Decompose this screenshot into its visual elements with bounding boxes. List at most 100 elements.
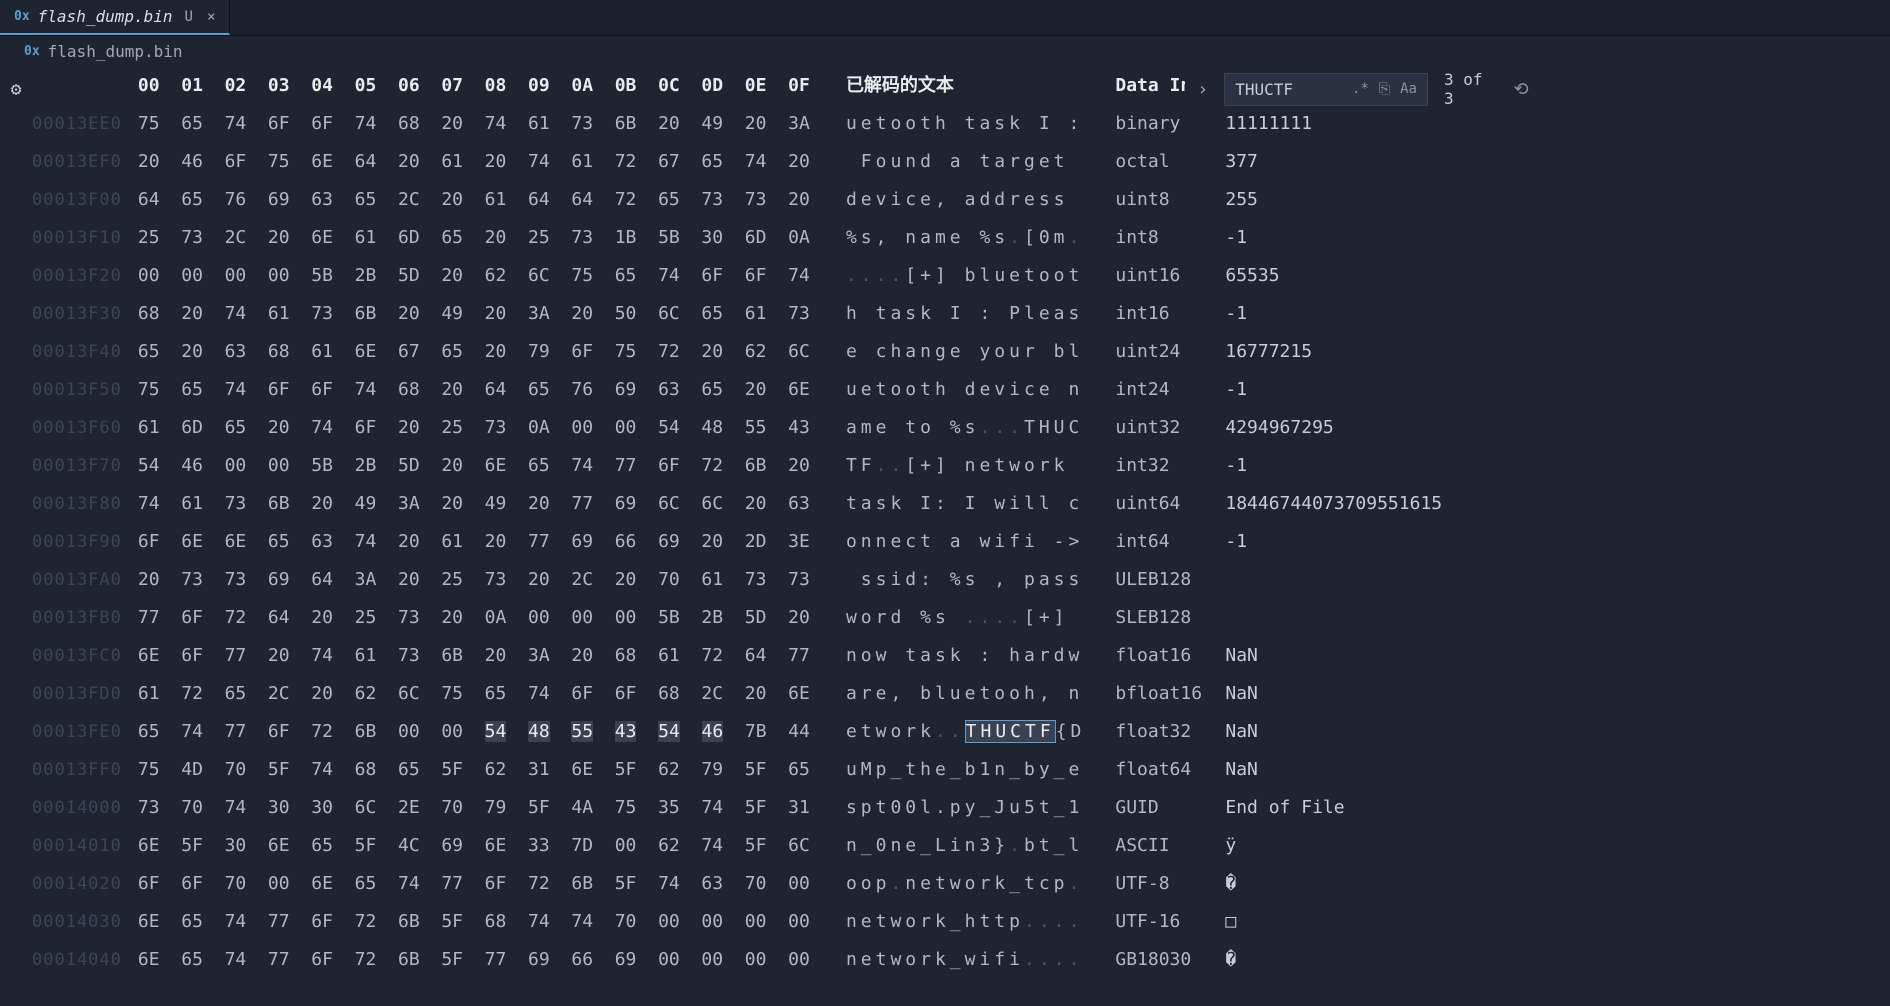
decoded-row[interactable]: uetooth task I : [846, 105, 1085, 143]
decoded-row[interactable]: ame to %s...THUC [846, 409, 1085, 447]
decoded-row[interactable]: uMp_the_b1n_by_e [846, 751, 1085, 789]
decoded-row[interactable]: network_wifi.... [846, 941, 1085, 979]
inspector-row[interactable]: int8-1 [1115, 219, 1442, 257]
hex-row[interactable]: 20 46 6F 75 6E 64 20 61 20 74 61 72 67 6… [138, 143, 810, 181]
inspector-row[interactable]: uint2416777215 [1115, 333, 1442, 371]
hex-row[interactable]: 6E 5F 30 6E 65 5F 4C 69 6E 33 7D 00 62 7… [138, 827, 810, 865]
inspector-row[interactable]: UTF-8� [1115, 865, 1442, 903]
hex-row[interactable]: 6E 6F 77 20 74 61 73 6B 20 3A 20 68 61 7… [138, 637, 810, 675]
inspector-row[interactable]: float32NaN [1115, 713, 1442, 751]
inspector-row[interactable]: UTF-16□ [1115, 903, 1442, 941]
inspector-row[interactable]: float16NaN [1115, 637, 1442, 675]
inspector-key: octal [1115, 143, 1225, 181]
gear-icon[interactable]: ⚙ [0, 67, 32, 1003]
inspector-key: uint32 [1115, 409, 1225, 447]
inspector-row[interactable]: bfloat16NaN [1115, 675, 1442, 713]
tab-flash-dump[interactable]: 0x flash_dump.bin U × [0, 0, 230, 35]
hex-row[interactable]: 6F 6E 6E 65 63 74 20 61 20 77 69 66 69 2… [138, 523, 810, 561]
match-case-icon[interactable]: Aa [1400, 81, 1417, 97]
hex-row[interactable]: 75 65 74 6F 6F 74 68 20 74 61 73 6B 20 4… [138, 105, 810, 143]
decoded-row[interactable]: word %s ....[+] [846, 599, 1085, 637]
breadcrumb: 0x flash_dump.bin [0, 36, 1890, 67]
hex-row[interactable]: 73 70 74 30 30 6C 2E 70 79 5F 4A 75 35 7… [138, 789, 810, 827]
search-input[interactable]: THUCTF .* ⎘ Aa [1224, 73, 1428, 106]
refresh-icon[interactable]: ⟲ [1509, 79, 1532, 100]
inspector-row[interactable]: binary11111111 [1115, 105, 1442, 143]
decoded-row[interactable]: h task I : Pleas [846, 295, 1085, 333]
inspector-row[interactable]: int64-1 [1115, 523, 1442, 561]
hex-row[interactable]: 6F 6F 70 00 6E 65 74 77 6F 72 6B 5F 74 6… [138, 865, 810, 903]
hex-column[interactable]: 00 01 02 03 04 05 06 07 08 09 0A 0B 0C 0… [136, 67, 810, 1003]
hex-row[interactable]: 00 00 00 00 5B 2B 5D 20 62 6C 75 65 74 6… [138, 257, 810, 295]
decoded-row[interactable]: Found a target [846, 143, 1085, 181]
inspector-row[interactable]: ASCIIÿ [1115, 827, 1442, 865]
address: 00013F80 [32, 485, 136, 523]
decoded-row[interactable]: n_0ne_Lin3}.bt_l [846, 827, 1085, 865]
inspector-row[interactable]: uint1665535 [1115, 257, 1442, 295]
hex-row[interactable]: 61 6D 65 20 74 6F 20 25 73 0A 00 00 54 4… [138, 409, 810, 447]
inspector-key: int16 [1115, 295, 1225, 333]
inspector-key: int8 [1115, 219, 1225, 257]
decoded-row[interactable]: etwork..THUCTF{D [846, 713, 1085, 751]
decoded-text-column[interactable]: 已解码的文本 uetooth task I : Found a target d… [810, 67, 1085, 1003]
inspector-row[interactable]: uint6418446744073709551615 [1115, 485, 1442, 523]
decoded-row[interactable]: ssid: %s , pass [846, 561, 1085, 599]
breadcrumb-label[interactable]: flash_dump.bin [48, 42, 183, 61]
hex-row[interactable]: 61 72 65 2C 20 62 6C 75 65 74 6F 6F 68 2… [138, 675, 810, 713]
inspector-key: int24 [1115, 371, 1225, 409]
regex-icon[interactable]: .* [1352, 81, 1369, 97]
decoded-row[interactable]: device, address [846, 181, 1085, 219]
decoded-row[interactable]: TF..[+] network [846, 447, 1085, 485]
decoded-row[interactable]: onnect a wifi -> [846, 523, 1085, 561]
in-selection-icon[interactable]: ⎘ [1379, 81, 1390, 97]
address: 00013FF0 [32, 751, 136, 789]
inspector-row[interactable]: int32-1 [1115, 447, 1442, 485]
hex-row[interactable]: 20 73 73 69 64 3A 20 25 73 20 2C 20 70 6… [138, 561, 810, 599]
decoded-row[interactable]: network_http.... [846, 903, 1085, 941]
decoded-row[interactable]: e change your bl [846, 333, 1085, 371]
inspector-row[interactable]: uint8255 [1115, 181, 1442, 219]
inspector-row[interactable]: uint324294967295 [1115, 409, 1442, 447]
decoded-row[interactable]: spt00l.py_Ju5t_1 [846, 789, 1085, 827]
decoded-row[interactable]: now task : hardw [846, 637, 1085, 675]
inspector-key: bfloat16 [1115, 675, 1225, 713]
expand-icon[interactable]: › [1191, 79, 1214, 100]
decoded-row[interactable]: %s, name %s.[0m. [846, 219, 1085, 257]
decoded-row[interactable]: oop.network_tcp. [846, 865, 1085, 903]
hex-row[interactable]: 68 20 74 61 73 6B 20 49 20 3A 20 50 6C 6… [138, 295, 810, 333]
hex-row[interactable]: 25 73 2C 20 6E 61 6D 65 20 25 73 1B 5B 3… [138, 219, 810, 257]
inspector-key: SLEB128 [1115, 599, 1225, 637]
close-icon[interactable]: × [207, 9, 215, 25]
hex-row[interactable]: 6E 65 74 77 6F 72 6B 5F 68 74 74 70 00 0… [138, 903, 810, 941]
address: 00013F20 [32, 257, 136, 295]
hex-row[interactable]: 54 46 00 00 5B 2B 5D 20 6E 65 74 77 6F 7… [138, 447, 810, 485]
decoded-header: 已解码的文本 [846, 67, 1085, 105]
decoded-row[interactable]: uetooth device n [846, 371, 1085, 409]
decoded-row[interactable]: task I: I will c [846, 485, 1085, 523]
hex-row[interactable]: 6E 65 74 77 6F 72 6B 5F 77 69 66 69 00 0… [138, 941, 810, 979]
hex-row[interactable]: 77 6F 72 64 20 25 73 20 0A 00 00 00 5B 2… [138, 599, 810, 637]
search-value: THUCTF [1235, 80, 1293, 99]
inspector-row[interactable]: SLEB128 [1115, 599, 1442, 637]
inspector-key: float64 [1115, 751, 1225, 789]
decoded-row[interactable]: ....[+] bluetoot [846, 257, 1085, 295]
inspector-row[interactable]: float64NaN [1115, 751, 1442, 789]
decoded-row[interactable]: are, bluetooh, n [846, 675, 1085, 713]
address-header [32, 67, 136, 105]
hex-row[interactable]: 75 4D 70 5F 74 68 65 5F 62 31 6E 5F 62 7… [138, 751, 810, 789]
inspector-row[interactable]: octal377 [1115, 143, 1442, 181]
inspector-row[interactable]: GB18030� [1115, 941, 1442, 979]
inspector-value: -1 [1225, 371, 1247, 409]
hex-row[interactable]: 74 61 73 6B 20 49 3A 20 49 20 77 69 6C 6… [138, 485, 810, 523]
address: 00013F50 [32, 371, 136, 409]
inspector-row[interactable]: GUIDEnd of File [1115, 789, 1442, 827]
hex-row[interactable]: 75 65 74 6F 6F 74 68 20 64 65 76 69 63 6… [138, 371, 810, 409]
hex-row[interactable]: 64 65 76 69 63 65 2C 20 61 64 64 72 65 7… [138, 181, 810, 219]
hex-row[interactable]: 65 74 77 6F 72 6B 00 00 54 48 55 43 54 4… [138, 713, 810, 751]
inspector-row[interactable]: int24-1 [1115, 371, 1442, 409]
inspector-key: ULEB128 [1115, 561, 1225, 599]
hex-row[interactable]: 65 20 63 68 61 6E 67 65 20 79 6F 75 72 2… [138, 333, 810, 371]
inspector-row[interactable]: int16-1 [1115, 295, 1442, 333]
inspector-row[interactable]: ULEB128 [1115, 561, 1442, 599]
tab-bar: 0x flash_dump.bin U × [0, 0, 1890, 36]
